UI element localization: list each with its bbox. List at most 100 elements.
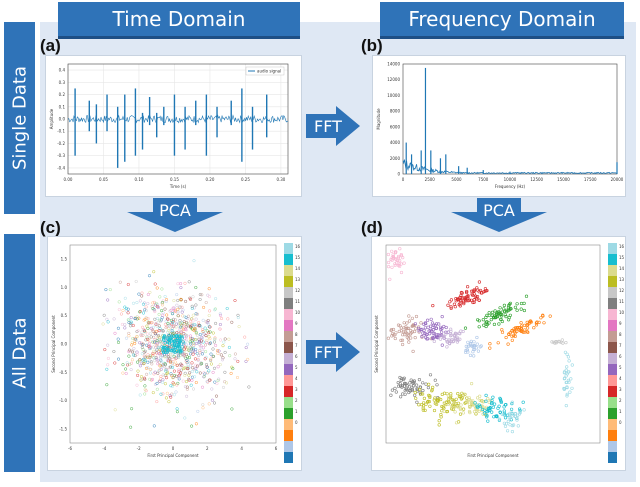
legend-class-label: 5 [619,365,622,370]
scatter-point [136,329,140,333]
legend-color-swatch [608,441,617,452]
scatter-point [200,352,204,356]
scatter-point [422,322,426,326]
scatter-point [175,349,179,353]
scatter-point [191,346,195,351]
scatter-point [484,399,488,403]
time-pca-scatter-chart: 1.5 1.0 0.5 0.0 -0.5 -1.0 -1.5 -6 -4 -2 0 2 4 6 First … [51,243,301,463]
legend-class-label: 6 [295,354,298,359]
scatter-point [202,305,206,309]
scatter-point [394,390,398,394]
scatter-point [237,325,241,329]
scatter-point [188,336,193,340]
scatter-point [507,303,511,308]
scatter-point [490,398,494,403]
scatter-point [478,405,482,409]
scatter-point [458,406,462,410]
scatter-point [219,353,223,357]
y-tick-label: 0.2 [59,92,66,97]
scatter-point [185,366,189,371]
scatter-point [218,363,222,367]
scatter-point [184,299,188,303]
scatter-point [426,386,431,390]
scatter-point [474,405,478,409]
scatter-point [161,313,165,317]
scatter-point [474,294,478,298]
legend-color-swatch [608,287,617,298]
scatter-point [141,333,145,337]
scatter-point [175,407,179,411]
scatter-point [163,341,167,345]
scatter-point [159,392,163,396]
scatter-point [478,394,482,398]
scatter-point [138,341,142,345]
y-axis-label: Magnitude [376,108,381,130]
scatter-point [148,371,152,375]
scatter-point [121,371,125,375]
scatter-point [176,356,180,360]
scatter-point [119,312,123,316]
scatter-point [502,303,506,307]
scatter-point [393,262,397,266]
scatter-point [130,407,134,411]
scatter-point [171,339,176,343]
scatter-point [151,391,155,395]
scatter-point [112,349,116,354]
scatter-point [169,349,173,353]
scatter-point [449,405,454,409]
scatter-point [503,416,508,420]
scatter-point [166,349,170,353]
scatter-point [417,378,422,382]
scatter-point [207,335,211,339]
scatter-point [485,313,489,317]
scatter-point [158,327,162,331]
scatter-point [176,350,180,354]
scatter-point [390,249,394,253]
scatter-point [235,375,240,380]
scatter-point [139,333,143,337]
scatter-point [459,293,463,298]
scatter-point [140,352,144,356]
scatter-point [236,316,240,320]
scatter-point [398,264,402,268]
scatter-point [156,333,161,338]
scatter-point [155,348,159,352]
scatter-point [207,402,211,406]
scatter-point [489,317,493,322]
legend-color-swatch [284,265,293,276]
scatter-point [160,364,164,368]
scatter-point [392,256,396,260]
scatter-point [431,328,435,332]
scatter-point [516,413,520,417]
scatter-point [179,297,183,301]
scatter-point [465,396,469,400]
legend-class-label: 13 [619,277,625,282]
scatter-point [445,339,449,344]
scatter-point [137,292,141,296]
legend-color-swatch [608,254,617,265]
scatter-point [155,381,159,385]
scatter-point [176,354,181,358]
scatter-point [473,401,477,405]
pca-arrow-right-label: PCA [483,201,515,220]
scatter-point [466,344,470,348]
scatter-point [126,307,130,311]
scatter-point [225,306,229,311]
scatter-point [433,335,437,339]
scatter-point [396,323,401,327]
time-signal-chart: 0.4 0.3 0.2 0.1 0.0 -0.1 -0.2 -0.3 -0.4 0.00 0.05 0… [49,63,289,189]
scatter-point [223,370,227,374]
scatter-point [163,322,167,326]
scatter-point [425,332,429,336]
legend-class-label: 8 [295,332,298,337]
scatter-point [155,316,160,321]
scatter-point [522,308,526,313]
y-tick-label: 0.4 [59,68,66,73]
x-tick-label: 0.00 [64,177,73,182]
scatter-point [440,326,444,331]
scatter-point [159,355,163,359]
scatter-point [163,363,167,367]
scatter-point [206,318,210,323]
scatter-point [393,263,397,267]
scatter-point [196,409,200,413]
